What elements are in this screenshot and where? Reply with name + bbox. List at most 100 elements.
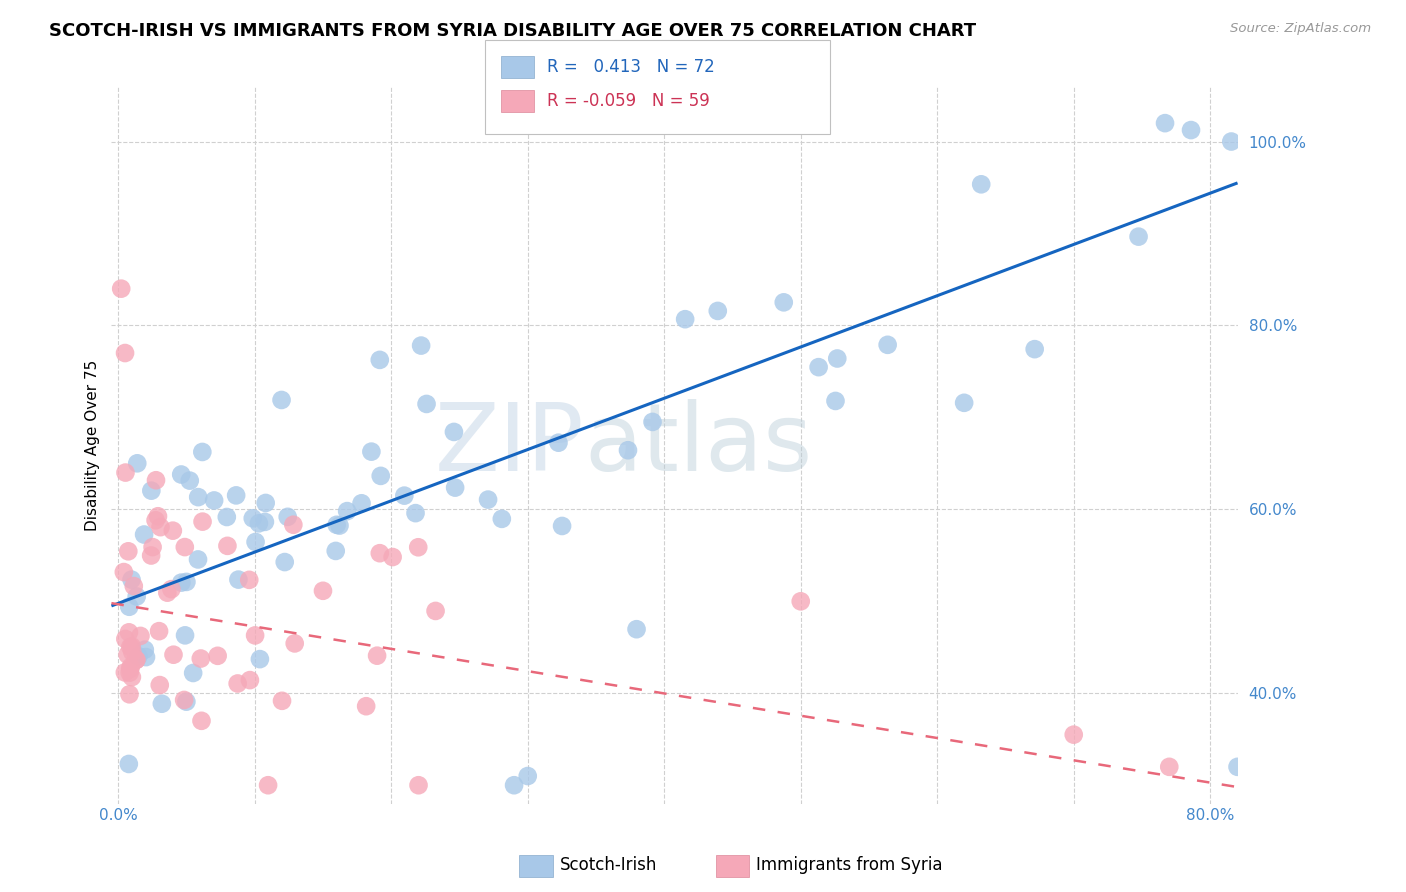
Point [179, 474, 201, 488]
Point [370, 469, 392, 483]
Text: atlas: atlas [585, 399, 813, 491]
Point [277, 509, 299, 524]
Point [381, 549, 404, 564]
Point [626, 622, 648, 636]
Point [174, 628, 197, 642]
Point [394, 489, 416, 503]
Point [242, 511, 264, 525]
Point [121, 670, 143, 684]
Point [772, 295, 794, 310]
Point [444, 481, 467, 495]
Point [673, 312, 696, 326]
Point [173, 540, 195, 554]
Point [271, 694, 294, 708]
Point [516, 769, 538, 783]
Point [141, 483, 163, 498]
Point [120, 640, 142, 654]
Point [415, 397, 437, 411]
Point [1063, 728, 1085, 742]
Point [118, 756, 141, 771]
Point [325, 544, 347, 558]
Point [162, 648, 184, 662]
Point [641, 415, 664, 429]
Point [120, 660, 142, 674]
Point [408, 778, 430, 792]
Point [807, 360, 830, 375]
Point [312, 583, 335, 598]
Point [127, 649, 149, 664]
Point [114, 346, 136, 360]
Point [547, 435, 569, 450]
Point [187, 552, 209, 566]
Point [477, 492, 499, 507]
Point [360, 444, 382, 458]
Point [503, 778, 526, 792]
Point [110, 282, 132, 296]
Point [790, 594, 813, 608]
Point [551, 519, 574, 533]
Point [825, 351, 848, 366]
Point [149, 520, 172, 534]
Point [707, 304, 730, 318]
Point [368, 352, 391, 367]
Point [150, 697, 173, 711]
Point [118, 687, 141, 701]
Point [114, 466, 136, 480]
Point [254, 496, 277, 510]
Point [354, 699, 377, 714]
Point [162, 524, 184, 538]
Point [176, 574, 198, 589]
Point [132, 527, 155, 541]
Point [122, 579, 145, 593]
Point [190, 714, 212, 728]
Point [118, 599, 141, 614]
Point [145, 513, 167, 527]
Point [121, 645, 143, 659]
Point [491, 512, 513, 526]
Point [325, 517, 347, 532]
Point [225, 488, 247, 502]
Point [134, 642, 156, 657]
Point [284, 636, 307, 650]
Point [148, 624, 170, 639]
Point [190, 651, 212, 665]
Point [228, 573, 250, 587]
Point [274, 555, 297, 569]
Point [1180, 123, 1202, 137]
Point [1128, 229, 1150, 244]
Point [118, 625, 141, 640]
Point [239, 673, 262, 687]
Point [125, 590, 148, 604]
Point [118, 665, 141, 680]
Point [170, 575, 193, 590]
Point [125, 653, 148, 667]
Point [121, 573, 143, 587]
Point [238, 573, 260, 587]
Point [217, 539, 239, 553]
Point [411, 338, 433, 352]
Point [145, 473, 167, 487]
Point [368, 546, 391, 560]
Point [141, 549, 163, 563]
Point [970, 178, 993, 192]
Point [121, 640, 143, 654]
Point [249, 652, 271, 666]
Point [149, 678, 172, 692]
Text: R = -0.059   N = 59: R = -0.059 N = 59 [547, 92, 710, 110]
Text: Scotch-Irish: Scotch-Irish [560, 856, 657, 874]
Point [425, 604, 447, 618]
Point [328, 518, 350, 533]
Point [112, 565, 135, 579]
Point [202, 493, 225, 508]
Point [406, 541, 429, 555]
Point [824, 393, 846, 408]
Point [1154, 116, 1177, 130]
Point [120, 662, 142, 676]
Point [336, 504, 359, 518]
Point [617, 443, 640, 458]
Point [215, 510, 238, 524]
Point [117, 544, 139, 558]
Point [170, 467, 193, 482]
Point [114, 632, 136, 646]
Text: ZIP: ZIP [434, 399, 585, 491]
